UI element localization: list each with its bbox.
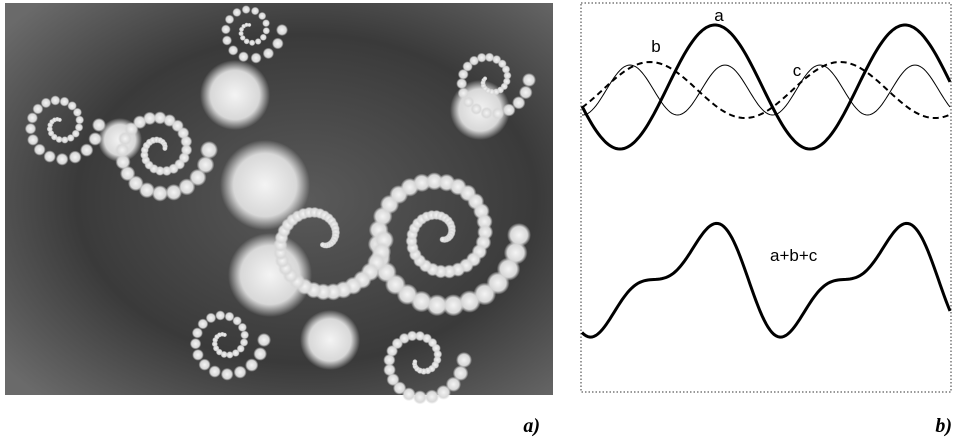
fractal-bud: [206, 313, 216, 323]
fractal-bud: [240, 331, 249, 340]
fractal-bud: [73, 108, 82, 117]
fractal-bud: [215, 310, 225, 320]
fractal-bud: [483, 76, 488, 81]
fractal-bud: [232, 8, 241, 17]
wave-b: [582, 62, 950, 118]
curve-label: c: [793, 61, 802, 80]
fractal-bud: [221, 368, 234, 381]
fractal-bud: [412, 359, 417, 364]
fractal-bud: [92, 118, 106, 132]
fractal-bud: [238, 323, 247, 332]
fractal-bud: [257, 333, 271, 347]
fractal-bud: [199, 359, 211, 371]
wave-c: [582, 65, 950, 115]
fractal-bud: [222, 35, 232, 45]
fractal-bud: [75, 116, 84, 125]
fractal-image: [5, 3, 553, 404]
fractal-bud: [221, 25, 231, 35]
fractal-bud: [41, 98, 51, 108]
fractal-bud: [458, 87, 469, 98]
fractal-bud: [272, 38, 284, 50]
wave-sum: [582, 223, 950, 337]
panel-frame: [581, 3, 951, 392]
fractal-bud: [44, 150, 56, 162]
fractal-bud: [27, 134, 39, 146]
fractal-bud: [255, 38, 262, 45]
fractal-bud: [522, 73, 536, 87]
fractal-bud: [491, 107, 504, 120]
fractal-body: [300, 310, 360, 370]
curve-label: a: [714, 6, 724, 25]
fractal-bud: [439, 236, 446, 243]
fractal-bud: [88, 132, 102, 146]
fractal-bud: [262, 19, 270, 27]
fractal-bud: [251, 52, 262, 63]
fractal-bud: [56, 153, 69, 166]
fractal-bud: [200, 141, 218, 159]
fractal-bud: [253, 347, 267, 361]
fractal-bud: [162, 146, 168, 152]
curve-label: a+b+c: [770, 246, 818, 265]
fractal-bud: [247, 23, 251, 27]
fractal-bud: [57, 117, 62, 122]
curve-label: b: [651, 37, 660, 56]
fractal-bud: [251, 7, 259, 15]
fractal-bud: [456, 78, 467, 89]
fractal-bud: [34, 144, 46, 156]
wave-plot: [582, 25, 950, 337]
fractal-bud: [276, 24, 288, 36]
wave-a: [582, 25, 950, 149]
fractal-bud: [242, 5, 251, 14]
fractal-bud: [238, 51, 249, 62]
fractal-bud: [503, 103, 516, 116]
fractal-bud: [50, 95, 60, 105]
fractal-bud: [263, 27, 271, 35]
fractal-bud: [80, 143, 93, 156]
fractal-bud: [69, 151, 82, 164]
fractal-bud: [249, 40, 256, 47]
fractal-bud: [263, 48, 274, 59]
fractal-bud: [234, 366, 247, 379]
fractal-bud: [190, 338, 201, 349]
fractal-bud: [228, 45, 238, 55]
fractal-bud: [225, 15, 234, 24]
fractal-bud: [222, 332, 227, 337]
fractal-bud: [456, 352, 472, 368]
panel-caption: b): [935, 415, 952, 437]
figure: a b c a+b+c a) b): [0, 0, 959, 440]
fractal-bud: [320, 242, 326, 248]
fractal-bud: [209, 365, 221, 377]
fractal-bud: [258, 12, 266, 20]
fractal-body: [200, 60, 270, 130]
fractal-bud: [25, 123, 36, 134]
fractal-bud: [192, 349, 204, 361]
fractal-bud: [245, 358, 258, 371]
panel-caption: a): [523, 415, 540, 437]
